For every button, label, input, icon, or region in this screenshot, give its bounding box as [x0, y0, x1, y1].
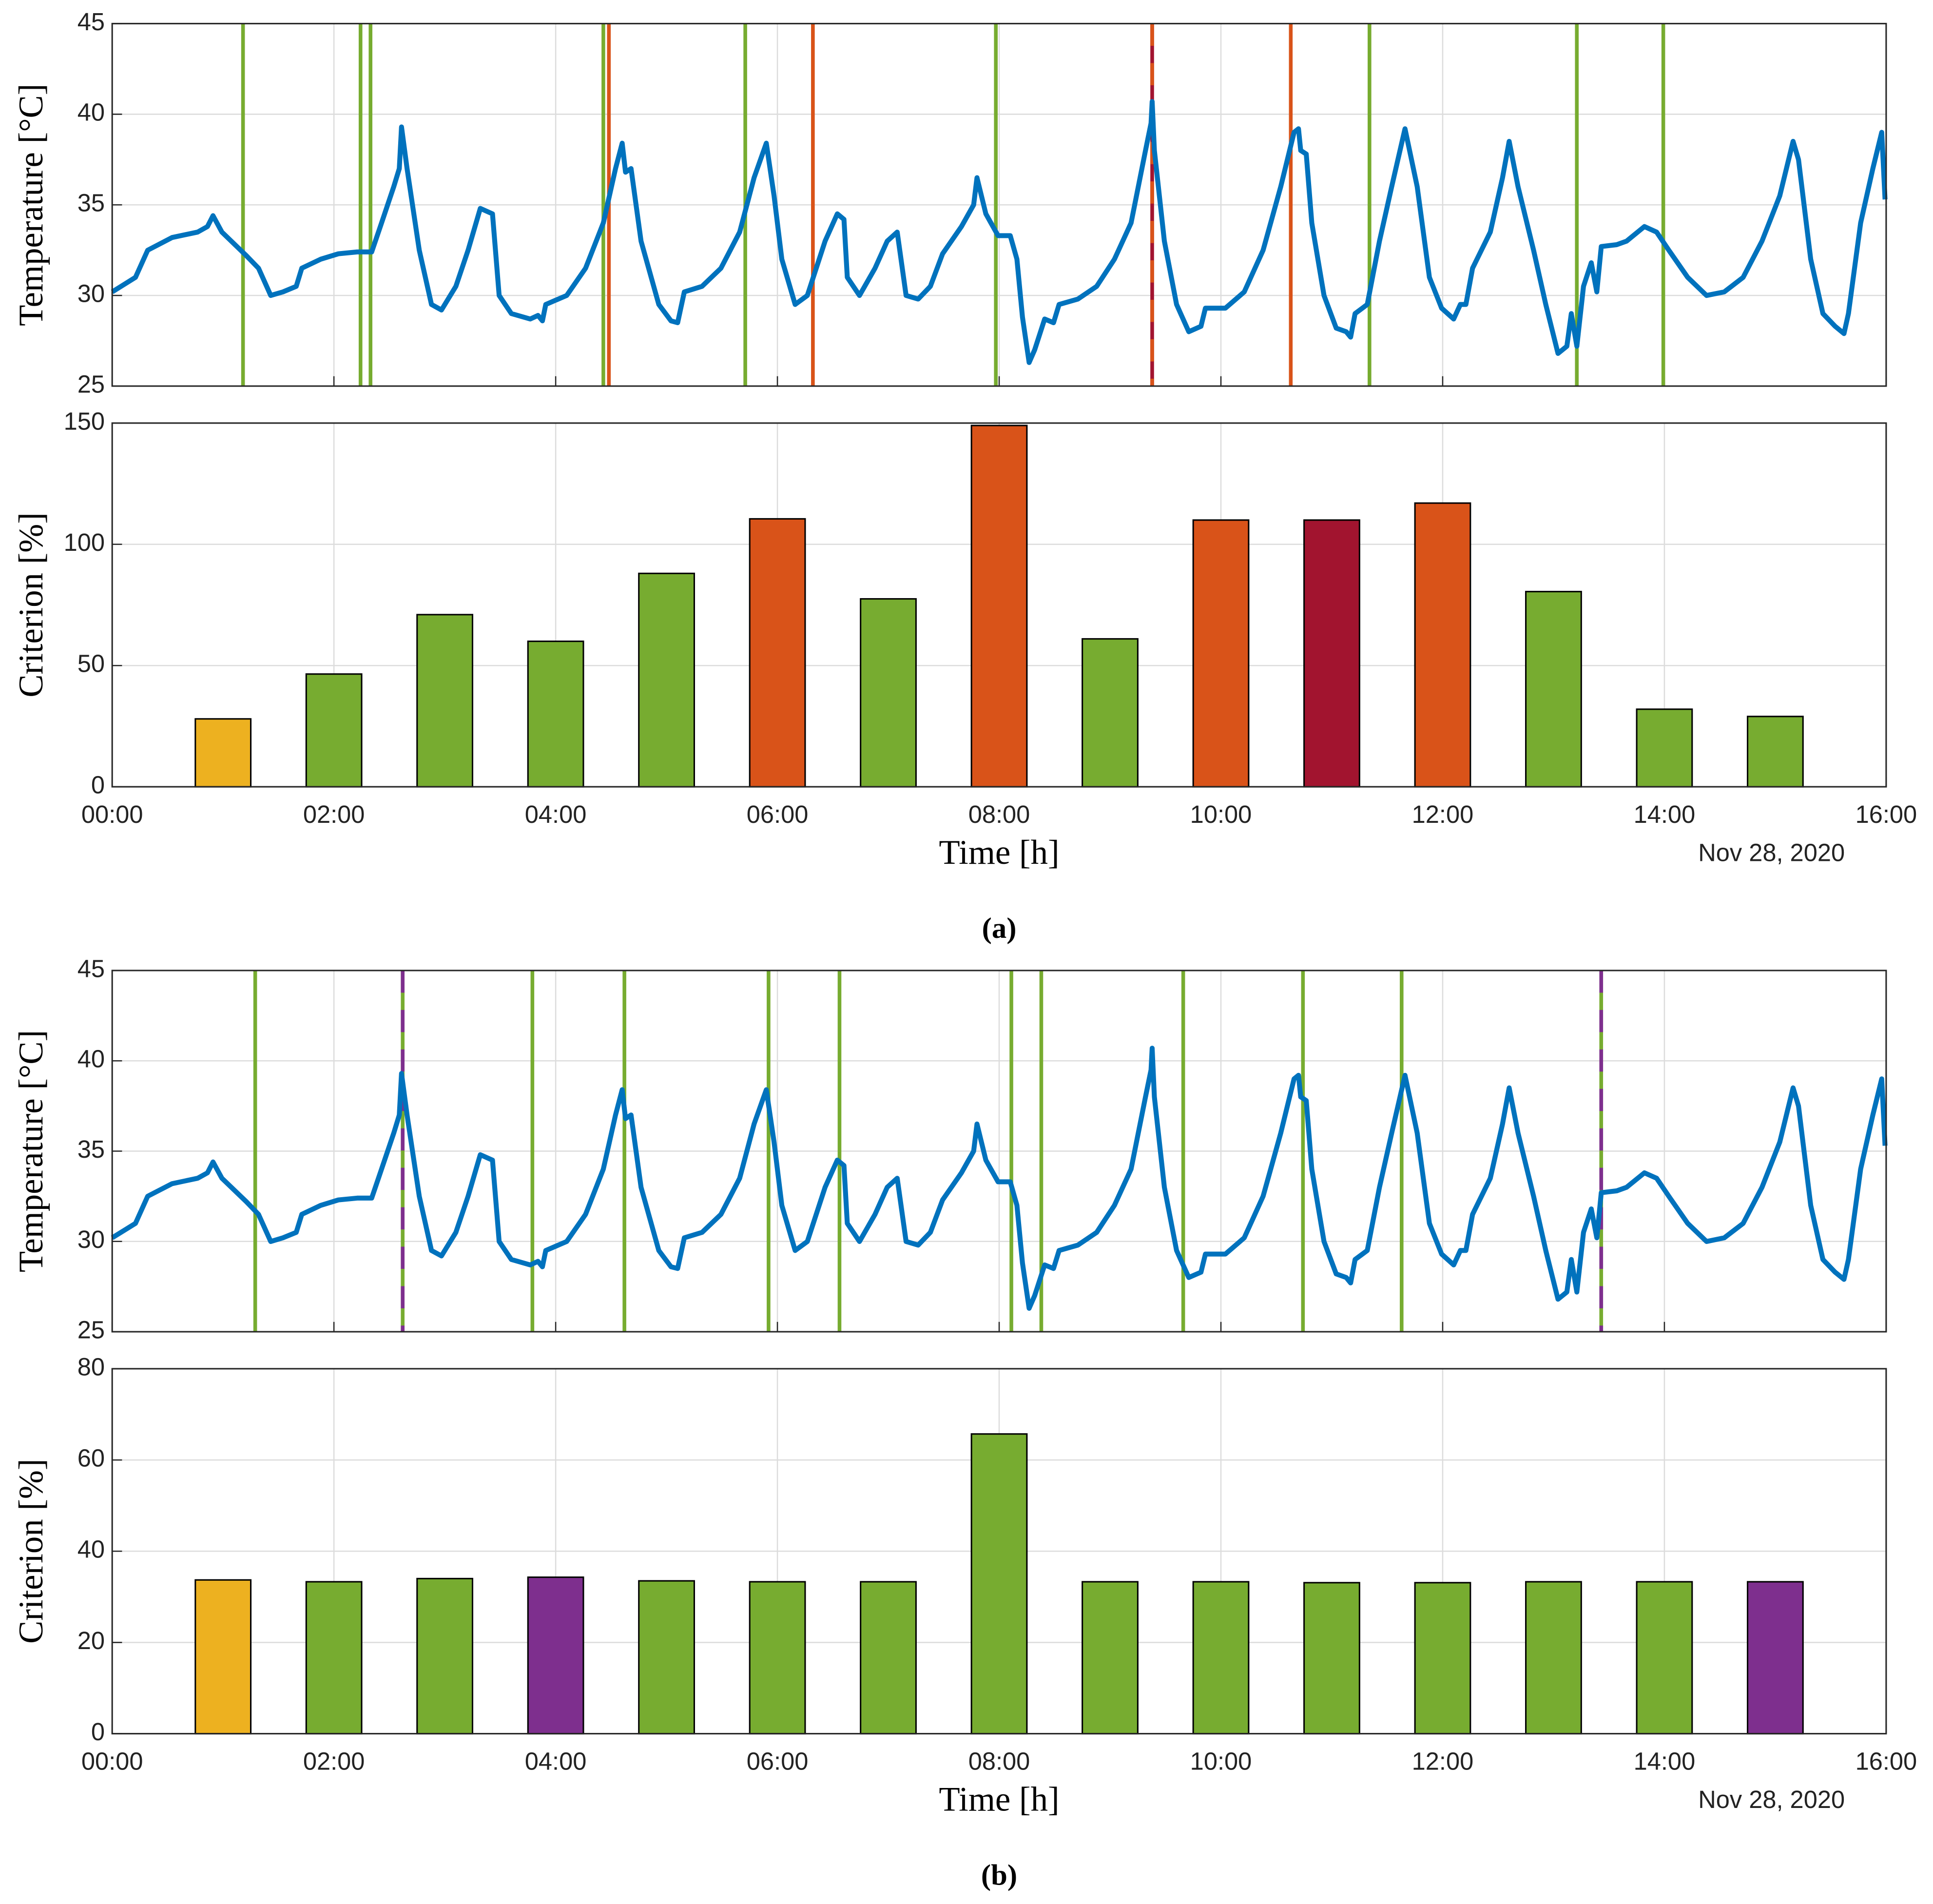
- date-annotation: Nov 28, 2020: [1698, 1786, 1845, 1813]
- bar: [194, 1579, 252, 1735]
- x-tick-label: 06:00: [747, 1748, 809, 1775]
- bar: [1636, 708, 1693, 788]
- bar: [416, 1577, 474, 1735]
- y-tick-label: 30: [77, 1225, 105, 1253]
- bar: [194, 718, 252, 788]
- axes-box: [111, 22, 1887, 387]
- x-tick-label: 00:00: [81, 1748, 143, 1775]
- y-tick-label: 45: [77, 954, 105, 982]
- y-tick-label: 25: [77, 1316, 105, 1343]
- y-tick-label: 50: [77, 650, 105, 678]
- bar: [638, 1580, 695, 1735]
- x-tick-label: 16:00: [1856, 1748, 1917, 1775]
- bar: [527, 641, 584, 788]
- bar: [305, 1581, 363, 1735]
- bar: [1414, 1582, 1471, 1735]
- bar: [970, 425, 1028, 788]
- axes-box: [111, 970, 1887, 1333]
- x-tick-label: 10:00: [1190, 1748, 1252, 1775]
- y-axis-label: Temperature [°C]: [12, 84, 50, 326]
- x-tick-label: 04:00: [525, 800, 587, 828]
- x-tick-label: 06:00: [747, 800, 809, 828]
- bar: [860, 1581, 917, 1735]
- bar: [1747, 1581, 1804, 1735]
- bar: [527, 1576, 584, 1735]
- temperature-line: [111, 99, 1888, 365]
- bar: [749, 1581, 806, 1735]
- y-tick-label: 40: [77, 98, 105, 126]
- x-tick-label: 14:00: [1634, 800, 1696, 828]
- x-tick-label: 08:00: [968, 1748, 1030, 1775]
- x-tick-label: 12:00: [1412, 1748, 1474, 1775]
- y-tick-label: 40: [77, 1045, 105, 1073]
- y-tick-label: 35: [77, 189, 105, 217]
- bar: [1082, 1581, 1139, 1735]
- bar: [1747, 716, 1804, 788]
- date-annotation: Nov 28, 2020: [1698, 839, 1845, 867]
- x-tick-label: 00:00: [81, 800, 143, 828]
- bar: [1414, 502, 1471, 788]
- bar: [1192, 1581, 1250, 1735]
- y-axis-label: Criterion [%]: [12, 1459, 50, 1644]
- bar: [1525, 1581, 1582, 1735]
- bar: [860, 598, 917, 788]
- x-tick-label: 02:00: [303, 800, 365, 828]
- bar: [638, 572, 695, 788]
- y-tick-label: 80: [77, 1353, 105, 1380]
- bar: [1303, 519, 1360, 788]
- x-tick-label: 02:00: [303, 1748, 365, 1775]
- y-axis-label: Criterion [%]: [12, 512, 50, 698]
- x-tick-label: 04:00: [525, 1748, 587, 1775]
- x-tick-label: 12:00: [1412, 800, 1474, 828]
- caption: (a): [982, 912, 1017, 945]
- bar: [305, 673, 363, 788]
- x-tick-label: 16:00: [1856, 800, 1917, 828]
- axes-box: [111, 1368, 1887, 1735]
- bar: [416, 614, 474, 788]
- y-tick-label: 0: [91, 1718, 105, 1746]
- y-tick-label: 20: [77, 1627, 105, 1654]
- y-tick-label: 100: [64, 528, 105, 556]
- y-tick-label: 0: [91, 771, 105, 798]
- y-tick-label: 35: [77, 1135, 105, 1163]
- x-tick-label: 14:00: [1634, 1748, 1696, 1775]
- y-axis-label: Temperature [°C]: [12, 1030, 50, 1272]
- y-tick-label: 30: [77, 279, 105, 307]
- x-axis-label: Time [h]: [939, 1780, 1059, 1818]
- x-tick-label: 10:00: [1190, 800, 1252, 828]
- bar: [970, 1433, 1028, 1735]
- bar: [1303, 1582, 1360, 1735]
- y-tick-label: 40: [77, 1535, 105, 1563]
- bar: [749, 518, 806, 788]
- y-tick-label: 60: [77, 1444, 105, 1472]
- bar: [1082, 638, 1139, 788]
- temperature-line: [111, 1046, 1888, 1311]
- y-tick-label: 45: [77, 8, 105, 36]
- y-tick-label: 150: [64, 407, 105, 435]
- x-tick-label: 08:00: [968, 800, 1030, 828]
- y-tick-label: 25: [77, 370, 105, 398]
- bar: [1192, 519, 1250, 788]
- caption: (b): [981, 1859, 1017, 1891]
- bar: [1636, 1581, 1693, 1735]
- axes-box: [111, 422, 1887, 788]
- x-axis-label: Time [h]: [939, 834, 1059, 872]
- bar: [1525, 591, 1582, 788]
